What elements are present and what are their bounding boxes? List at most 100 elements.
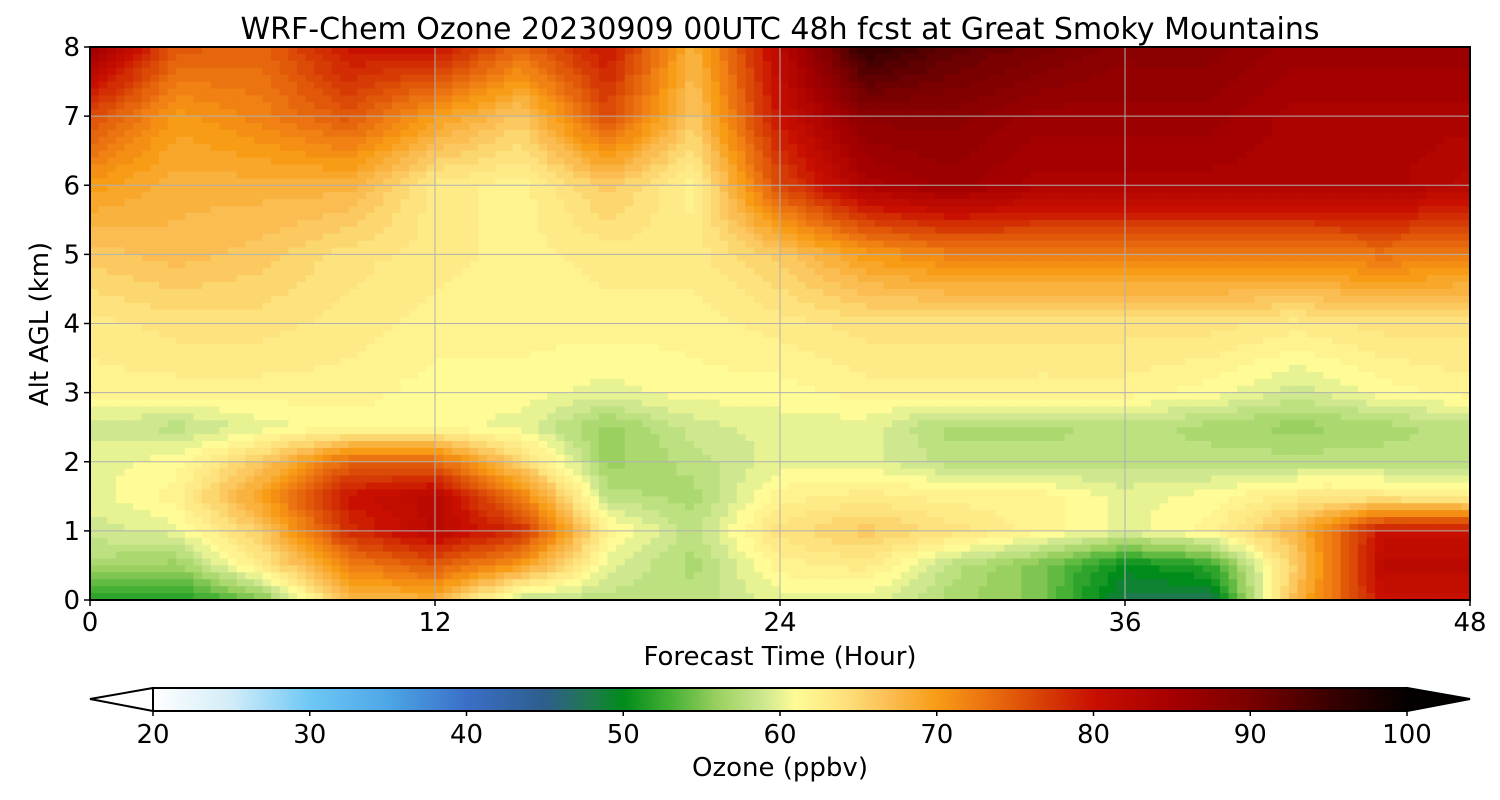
heatmap-cell <box>271 95 281 103</box>
heatmap-cell <box>1280 123 1290 131</box>
heatmap-cell <box>564 254 574 262</box>
heatmap-cell <box>538 123 548 131</box>
heatmap-cell <box>133 67 143 76</box>
heatmap-cell <box>1176 143 1186 152</box>
heatmap-cell <box>426 254 436 262</box>
heatmap-cell <box>1073 157 1083 166</box>
heatmap-cell <box>469 81 479 90</box>
heatmap-cell <box>1340 53 1350 62</box>
heatmap-cell <box>1012 233 1023 242</box>
heatmap-cell <box>676 212 686 221</box>
heatmap-cell <box>452 171 462 179</box>
heatmap-cell <box>202 261 212 269</box>
heatmap-cell <box>633 102 643 110</box>
heatmap-cell <box>805 129 816 138</box>
heatmap-cell <box>667 109 678 117</box>
heatmap-cell <box>935 171 945 179</box>
heatmap-cell <box>590 136 600 145</box>
heatmap-cell <box>115 205 126 214</box>
heatmap-cell <box>1073 81 1083 90</box>
heatmap-cell <box>926 136 936 145</box>
heatmap-cell <box>935 53 945 62</box>
heatmap-cell <box>814 157 824 166</box>
heatmap-cell <box>1168 157 1178 166</box>
heatmap-cell <box>98 150 108 159</box>
heatmap-cell <box>391 60 402 69</box>
heatmap-cell <box>1099 199 1109 207</box>
heatmap-cell <box>512 150 522 159</box>
heatmap-cell <box>538 185 548 193</box>
heatmap-cell <box>460 123 471 131</box>
heatmap-cell <box>262 178 272 186</box>
heatmap-cell <box>1021 143 1031 152</box>
heatmap-cell <box>581 240 591 249</box>
heatmap-cell <box>909 67 919 76</box>
heatmap-cell <box>676 67 686 76</box>
heatmap-cell <box>1219 116 1230 124</box>
heatmap-cell <box>400 205 410 214</box>
heatmap-cell <box>417 192 427 200</box>
heatmap-cell <box>305 164 315 173</box>
heatmap-cell <box>90 74 100 83</box>
heatmap-cell <box>486 129 496 138</box>
heatmap-cell <box>1383 164 1393 173</box>
heatmap-cell <box>245 60 255 69</box>
heatmap-cell <box>322 254 333 262</box>
heatmap-cell <box>952 157 962 166</box>
heatmap-cell <box>1142 102 1152 110</box>
heatmap-cell <box>391 261 402 269</box>
heatmap-cell <box>754 102 764 110</box>
heatmap-cell <box>581 102 591 110</box>
heatmap-cell <box>754 143 764 152</box>
heatmap-cell <box>1332 171 1342 179</box>
heatmap-cell <box>1176 116 1186 124</box>
heatmap-cell <box>1435 254 1445 262</box>
heatmap-cell <box>1340 219 1350 228</box>
heatmap-cell <box>918 109 928 117</box>
heatmap-cell <box>1176 164 1186 173</box>
heatmap-cell <box>831 129 841 138</box>
heatmap-cell <box>391 233 402 242</box>
heatmap-cell <box>159 81 169 90</box>
heatmap-cell <box>1021 212 1031 221</box>
heatmap-cell <box>1340 95 1350 103</box>
heatmap-cell <box>849 164 859 173</box>
heatmap-cell <box>409 60 419 69</box>
heatmap-cell <box>271 47 281 55</box>
heatmap-cell <box>797 74 807 83</box>
heatmap-cell <box>340 53 350 62</box>
heatmap-cell <box>711 67 721 76</box>
heatmap-cell <box>1461 247 1470 255</box>
heatmap-cell <box>1254 53 1264 62</box>
heatmap-cell <box>1168 129 1178 138</box>
heatmap-cell <box>322 136 333 145</box>
heatmap-cell <box>1237 233 1247 242</box>
heatmap-cell <box>900 81 910 90</box>
heatmap-cell <box>1401 150 1411 159</box>
heatmap-cell <box>918 88 928 96</box>
heatmap-cell <box>650 67 660 76</box>
heatmap-cell <box>1418 157 1428 166</box>
heatmap-cell <box>1081 123 1092 131</box>
heatmap-cell <box>443 226 453 235</box>
heatmap-cell <box>1228 164 1238 173</box>
heatmap-cell <box>1357 185 1368 193</box>
heatmap-cell <box>1047 233 1057 242</box>
heatmap-cell <box>1107 185 1117 193</box>
heatmap-cell <box>1064 171 1074 179</box>
heatmap-cell <box>1254 102 1264 110</box>
heatmap-cell <box>1461 233 1470 242</box>
heatmap-cell <box>271 53 281 62</box>
heatmap-cell <box>1116 95 1126 103</box>
heatmap-cell <box>115 171 126 179</box>
heatmap-cell <box>1168 192 1178 200</box>
heatmap-cell <box>564 47 574 55</box>
heatmap-cell <box>805 219 816 228</box>
heatmap-cell <box>391 178 402 186</box>
heatmap-cell <box>590 240 600 249</box>
heatmap-cell <box>1366 102 1376 110</box>
heatmap-cell <box>1332 192 1342 200</box>
heatmap-cell <box>788 185 798 193</box>
heatmap-cell <box>676 53 686 62</box>
heatmap-cell <box>219 136 229 145</box>
